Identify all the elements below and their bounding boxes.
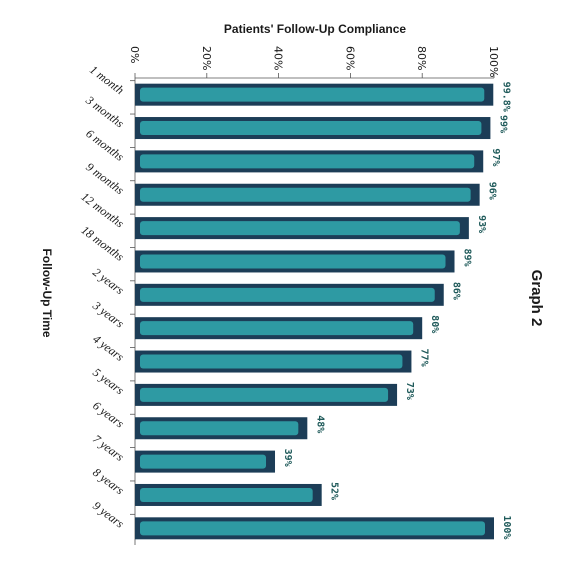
bar-inner bbox=[140, 387, 389, 402]
data-label: 100% bbox=[501, 515, 512, 539]
category-label: 9 years bbox=[90, 498, 127, 530]
bar-inner bbox=[140, 321, 414, 336]
data-label: 97% bbox=[490, 148, 501, 166]
data-label: 86% bbox=[451, 282, 462, 300]
data-label: 52% bbox=[329, 482, 340, 500]
chart-title: Patients' Follow-Up Compliance bbox=[224, 22, 407, 36]
data-label: 93% bbox=[476, 215, 487, 233]
category-label: 2 years bbox=[90, 265, 127, 297]
bar-inner bbox=[140, 154, 475, 169]
data-label: 80% bbox=[429, 315, 440, 333]
bar bbox=[135, 517, 494, 540]
x-tick-label: 60% bbox=[343, 46, 356, 70]
bar bbox=[135, 150, 484, 173]
bar bbox=[135, 83, 494, 106]
data-label: 99.8% bbox=[500, 82, 511, 112]
bar-inner bbox=[140, 87, 485, 102]
category-label: 8 years bbox=[90, 465, 127, 497]
data-label: 77% bbox=[418, 349, 429, 367]
bar-inner bbox=[140, 454, 267, 469]
data-label: 48% bbox=[314, 415, 325, 433]
data-label: 39% bbox=[282, 449, 293, 467]
bar bbox=[135, 383, 398, 406]
data-label: 73% bbox=[404, 382, 415, 400]
bar-inner bbox=[140, 421, 299, 436]
bar-inner bbox=[140, 354, 403, 369]
bar bbox=[135, 117, 491, 140]
x-tick-label: 100% bbox=[487, 46, 500, 77]
category-label: 5 years bbox=[90, 365, 127, 397]
graph-label: Graph 2 bbox=[528, 270, 545, 327]
category-label: 6 years bbox=[90, 398, 127, 430]
category-label: 18 months bbox=[79, 223, 127, 264]
category-label: 3 years bbox=[89, 298, 126, 331]
bar-inner bbox=[140, 254, 446, 269]
bar-inner bbox=[140, 487, 313, 502]
y-axis-title: Follow-Up Time bbox=[40, 248, 54, 337]
x-tick-label: 0% bbox=[128, 46, 141, 63]
bar bbox=[135, 250, 455, 273]
data-label: 89% bbox=[462, 248, 473, 266]
category-label: 1 month bbox=[87, 62, 127, 97]
bar-inner bbox=[140, 221, 460, 236]
category-label: 7 years bbox=[90, 432, 127, 464]
category-label: 6 months bbox=[83, 126, 127, 164]
bar bbox=[135, 450, 276, 473]
category-label: 3 months bbox=[83, 92, 127, 130]
bar bbox=[135, 283, 444, 306]
bar bbox=[135, 417, 308, 440]
bar-inner bbox=[140, 187, 471, 202]
bar-inner bbox=[140, 121, 482, 136]
data-label: 96% bbox=[487, 182, 498, 200]
x-tick-label: 40% bbox=[272, 46, 285, 70]
x-tick-label: 20% bbox=[200, 46, 213, 70]
bar bbox=[135, 183, 480, 206]
bar bbox=[135, 217, 469, 240]
x-tick-label: 80% bbox=[415, 46, 428, 70]
bar-inner bbox=[140, 521, 485, 536]
bar-inner bbox=[140, 287, 435, 302]
category-label: 4 years bbox=[90, 332, 127, 364]
bar bbox=[135, 317, 423, 340]
data-label: 99% bbox=[497, 115, 508, 133]
bar bbox=[135, 350, 412, 373]
bar bbox=[135, 483, 322, 506]
